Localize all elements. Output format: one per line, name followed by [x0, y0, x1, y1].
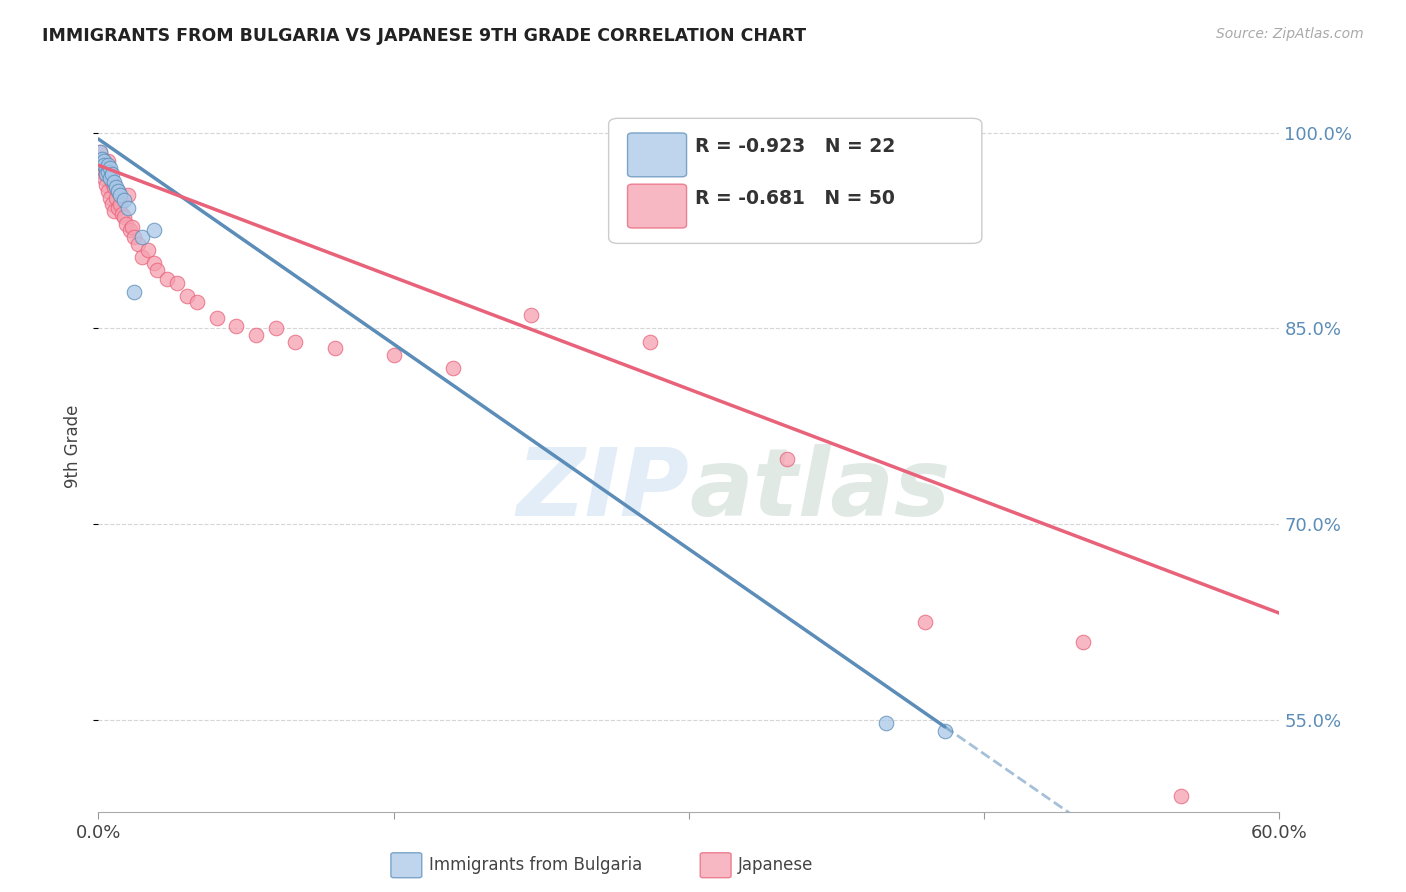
Point [103, 175, 125, 189]
Point [166, 276, 188, 290]
FancyBboxPatch shape [609, 119, 981, 244]
Text: IMMIGRANTS FROM BULGARIA VS JAPANESE 9TH GRADE CORRELATION CHART: IMMIGRANTS FROM BULGARIA VS JAPANESE 9TH… [42, 27, 806, 45]
Text: Immigrants from Bulgaria: Immigrants from Bulgaria [429, 856, 643, 874]
Point [101, 197, 124, 211]
Text: Japanese: Japanese [738, 856, 814, 874]
Point [122, 285, 145, 299]
Point [284, 334, 307, 349]
Point [441, 360, 464, 375]
Point [96, 167, 118, 181]
Point [186, 295, 208, 310]
Point [934, 723, 956, 738]
Point [914, 615, 936, 630]
Point [98, 165, 121, 179]
Point [520, 309, 543, 323]
Point [93, 158, 115, 172]
Point [776, 452, 799, 467]
Point [89, 145, 111, 160]
Point [112, 194, 135, 208]
Point [98, 171, 121, 186]
Point [142, 223, 165, 237]
Point [638, 334, 661, 349]
Point [245, 328, 267, 343]
Point [97, 158, 120, 172]
Point [117, 188, 139, 202]
Point [122, 230, 145, 244]
Point [121, 219, 143, 234]
Point [131, 250, 153, 264]
Point [127, 236, 149, 251]
Point [225, 318, 247, 333]
Point [101, 175, 124, 189]
Text: atlas: atlas [689, 444, 950, 536]
Point [93, 154, 115, 169]
Point [1071, 635, 1094, 649]
FancyBboxPatch shape [627, 133, 686, 177]
Point [105, 180, 128, 194]
Point [103, 180, 125, 194]
Point [108, 188, 131, 202]
FancyBboxPatch shape [627, 184, 686, 228]
Point [101, 167, 124, 181]
Text: R = -0.681   N = 50: R = -0.681 N = 50 [695, 188, 894, 208]
Point [89, 158, 111, 172]
Point [93, 171, 115, 186]
Point [111, 206, 134, 220]
Point [96, 167, 118, 181]
Point [118, 223, 141, 237]
Point [875, 715, 897, 730]
Point [93, 158, 115, 172]
Point [108, 197, 131, 211]
Point [107, 184, 129, 198]
Point [89, 145, 111, 160]
Point [107, 202, 129, 216]
Point [105, 191, 128, 205]
Point [205, 311, 228, 326]
Point [117, 202, 139, 216]
Point [97, 184, 120, 198]
Y-axis label: 9th Grade: 9th Grade [65, 404, 83, 488]
Point [131, 230, 153, 244]
Point [136, 243, 159, 257]
Point [91, 152, 114, 166]
Point [146, 262, 169, 277]
Text: Source: ZipAtlas.com: Source: ZipAtlas.com [1216, 27, 1364, 41]
Point [97, 165, 120, 179]
Point [323, 341, 346, 355]
Point [97, 154, 120, 169]
Point [112, 211, 135, 225]
Text: ZIP: ZIP [516, 444, 689, 536]
Point [176, 289, 198, 303]
Point [1170, 789, 1192, 803]
Point [264, 321, 287, 335]
Point [91, 165, 114, 179]
Point [103, 203, 125, 218]
Point [96, 178, 118, 192]
Point [91, 152, 114, 166]
Point [107, 184, 129, 198]
Point [382, 348, 405, 362]
Point [142, 256, 165, 270]
Point [96, 162, 118, 177]
Text: R = -0.923   N = 22: R = -0.923 N = 22 [695, 137, 896, 156]
Point [98, 191, 121, 205]
Point [156, 272, 179, 286]
Point [115, 217, 138, 231]
Point [98, 161, 121, 175]
